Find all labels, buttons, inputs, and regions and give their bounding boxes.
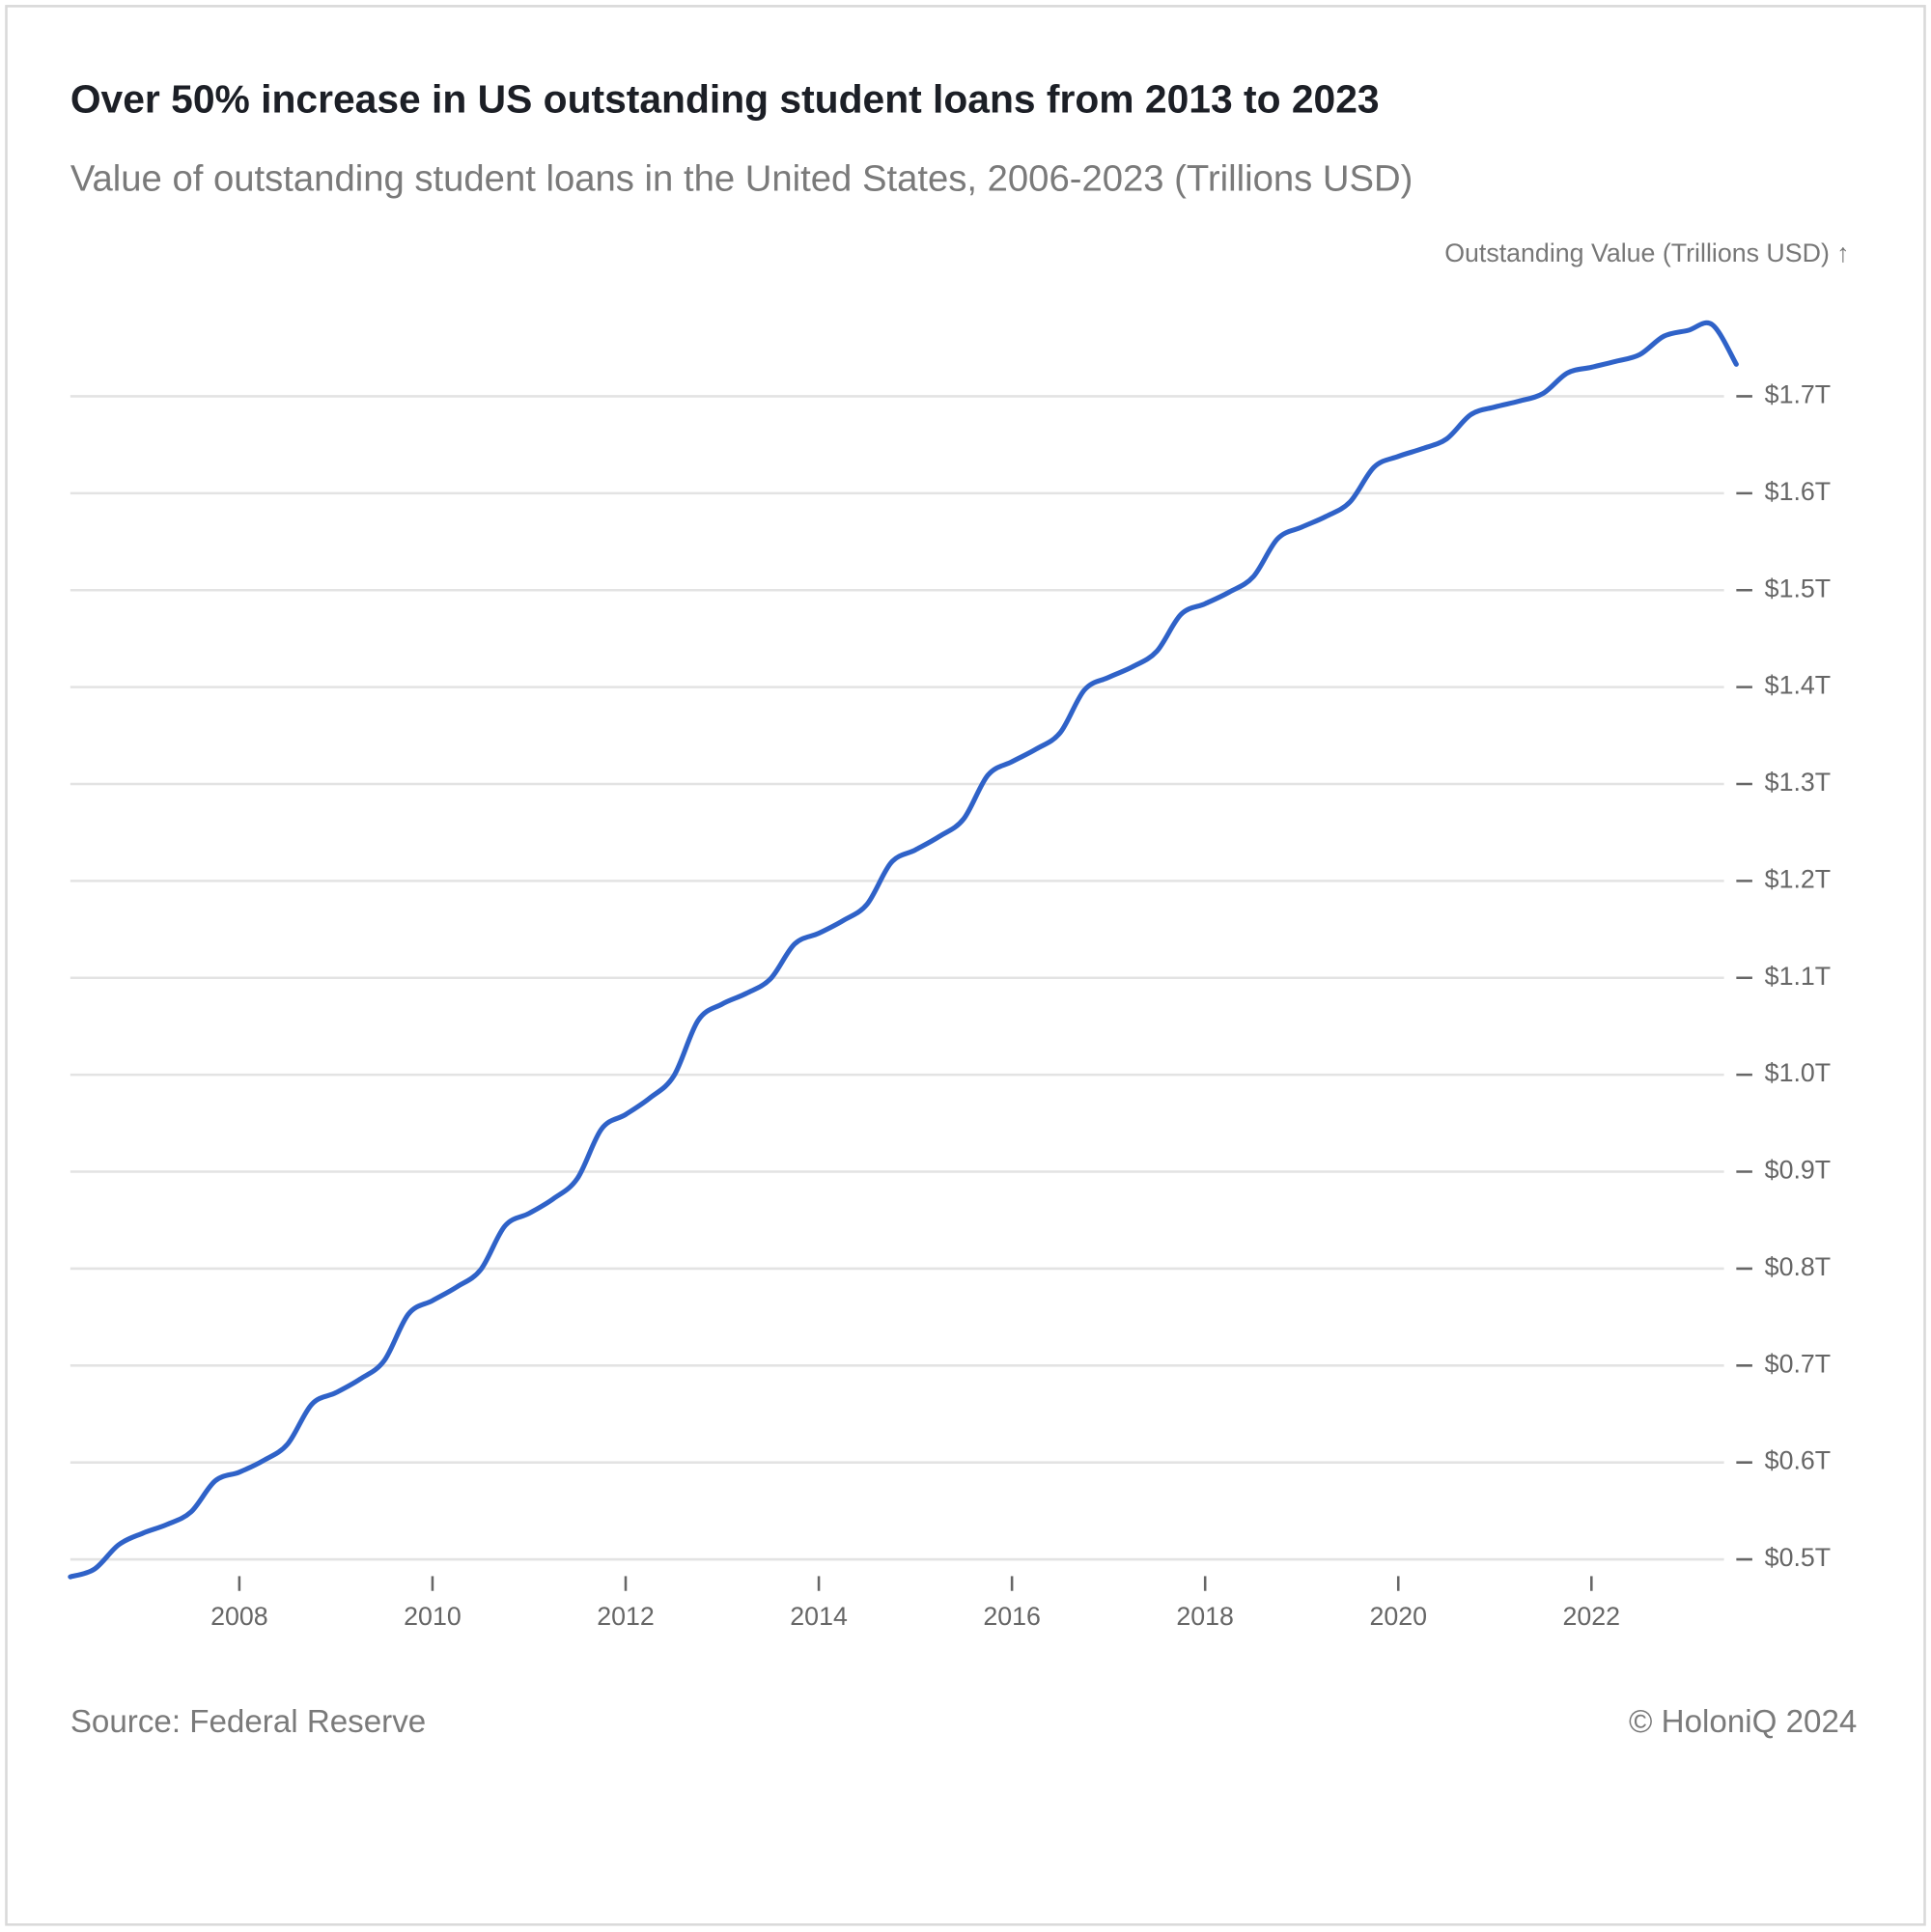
y-tick-label: $1.1T — [1765, 962, 1831, 991]
y-tick-label: $0.5T — [1765, 1543, 1831, 1572]
y-tick-label: $1.0T — [1765, 1058, 1831, 1087]
frame — [5, 5, 1926, 1926]
x-tick-label: 2008 — [210, 1602, 268, 1631]
y-tick-label: $1.6T — [1765, 477, 1831, 506]
y-tick-label: $0.9T — [1765, 1156, 1831, 1185]
y-tick-label: $0.6T — [1765, 1446, 1831, 1475]
y-tick-label: $0.8T — [1765, 1252, 1831, 1281]
source: Source: Federal Reserve — [70, 1704, 426, 1740]
line — [68, 320, 1739, 1580]
x-tick-label: 2020 — [1369, 1602, 1427, 1631]
y-tick-label: $1.2T — [1765, 864, 1831, 893]
x-tick-label: 2012 — [597, 1602, 655, 1631]
y-tick-label: $0.7T — [1765, 1349, 1831, 1378]
x-tick-label: 2014 — [790, 1602, 848, 1631]
chart-title: Over 50% increase in US outstanding stud… — [70, 77, 1380, 122]
x-tick-label: 2022 — [1563, 1602, 1621, 1631]
y-tick-label: $1.3T — [1765, 768, 1831, 797]
y-tick-label: $1.7T — [1765, 380, 1831, 409]
x-tick-label: 2016 — [983, 1602, 1041, 1631]
y-axis-label: Outstanding Value (Trillions USD) ↑ — [1444, 238, 1849, 267]
x-tick-label: 2010 — [404, 1602, 462, 1631]
x-tick-label: 2018 — [1176, 1602, 1234, 1631]
y-tick-label: $1.5T — [1765, 574, 1831, 602]
chart-subtitle: Value of outstanding student loans in th… — [70, 158, 1413, 200]
y-tick-label: $1.4T — [1765, 671, 1831, 700]
credit: © HoloniQ 2024 — [1629, 1704, 1857, 1740]
